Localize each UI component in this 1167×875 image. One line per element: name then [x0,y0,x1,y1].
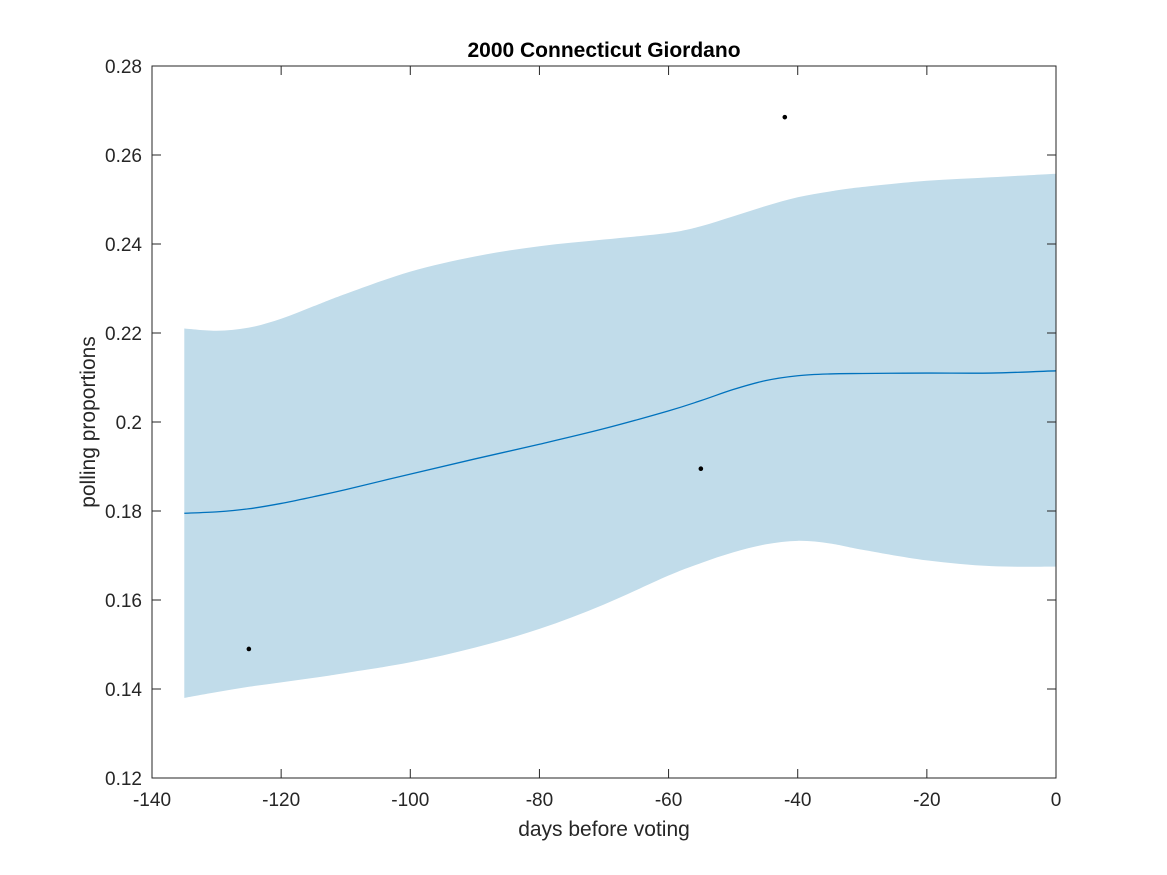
x-tick-label: -60 [655,790,682,811]
y-tick-label: 0.18 [105,502,142,523]
y-tick-label: 0.24 [105,235,142,256]
ticks: -140 -120 -100 -80 -60 -40 -20 0 0.12 0.14 0.16 0.1… [105,57,1061,811]
y-tick-label: 0.12 [105,769,142,790]
x-tick-label: 0 [1051,790,1062,811]
poll-point-0 [246,646,252,652]
y-tick-label: 0.14 [105,680,142,701]
trend-line-0 [184,370,1057,514]
poll-points-layer [246,114,788,652]
y-tick-label: 0.2 [116,413,142,434]
y-tick-label: 0.26 [105,146,142,167]
x-tick-label: -120 [262,790,300,811]
x-tick-label: -80 [526,790,553,811]
poll-point-2 [782,114,788,120]
y-tick-label: 0.28 [105,57,142,78]
chart-title: 2000 Connecticut Giordano [467,39,740,62]
confidence-band [184,173,1057,698]
y-axis-label: polling proportions [77,336,100,508]
y-tick-label: 0.16 [105,591,142,612]
trend-line-layer [184,370,1057,514]
x-axis-label: days before voting [518,818,690,841]
x-tick-label: -140 [133,790,171,811]
confidence-band-layer [184,173,1057,698]
poll-point-1 [698,466,704,472]
x-tick-label: -100 [391,790,429,811]
y-tick-label: 0.22 [105,324,142,345]
x-tick-label: -20 [913,790,940,811]
x-tick-label: -40 [784,790,811,811]
